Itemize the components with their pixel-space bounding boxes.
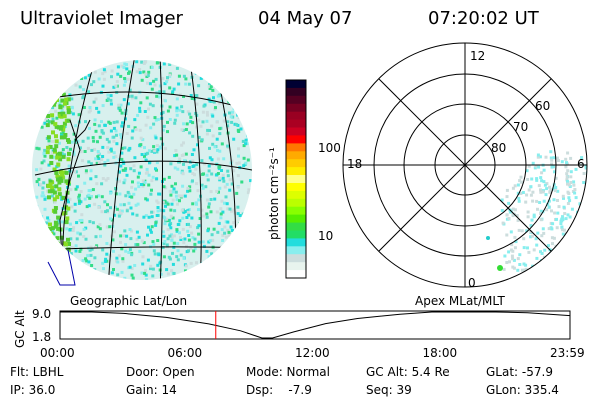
- mlt-18-label: 18: [347, 157, 362, 171]
- colorbar-swatch: [286, 175, 306, 184]
- colorbar-swatch: [286, 151, 306, 160]
- geographic-image: [32, 60, 252, 286]
- colorbar-swatch: [286, 183, 306, 192]
- mlt-6-label: 6: [577, 157, 585, 171]
- filter-label: Flt: LBHL: [10, 365, 64, 379]
- colorbar-swatch: [286, 238, 306, 247]
- colorbar-swatch: [286, 190, 306, 200]
- ring-80-label: 80: [491, 141, 506, 155]
- dsp-label: Dsp: -7.9: [246, 383, 312, 397]
- y-tick-1.8: 1.8: [32, 330, 51, 344]
- colorbar-swatch: [286, 111, 306, 121]
- x-tick-label: 23:59: [550, 346, 585, 360]
- colorbar-swatch: [286, 143, 306, 152]
- colorbar-swatch: [286, 167, 306, 176]
- time-label: 07:20:02 UT: [428, 8, 539, 29]
- altitude-plot: GC Alt 9.0 1.8 00:00 06:00 12:00 18:00 23:59: [13, 307, 585, 360]
- colorbar-swatch: [286, 119, 306, 128]
- y-tick-9: 9.0: [32, 307, 51, 321]
- colorbar-swatch: [286, 262, 306, 271]
- colorbar-swatch: [286, 103, 306, 113]
- x-tick-label: 12:00: [295, 346, 330, 360]
- colorbar-swatch: [286, 246, 306, 255]
- gc-alt-label: GC Alt: 5.4 Re: [366, 365, 450, 379]
- mlt-12-label: 12: [470, 49, 485, 63]
- gain-label: Gain: 14: [126, 383, 177, 397]
- polar-mlt-plot: 12 18 6 0 60 70 80: [342, 42, 588, 290]
- right-panel-caption: Apex MLat/MLT: [415, 294, 505, 308]
- x-tick-label: 06:00: [168, 346, 203, 360]
- colorbar-swatch: [286, 206, 306, 216]
- x-tick-label: 18:00: [423, 346, 458, 360]
- glon-label: GLon: 335.4: [486, 383, 559, 397]
- mlt-0-label: 0: [468, 276, 476, 290]
- colorbar-swatch: [286, 159, 306, 168]
- colorbar-swatch: [286, 198, 306, 208]
- x-tick-label: 00:00: [40, 346, 75, 360]
- colorbar-swatch: [286, 87, 306, 97]
- door-label: Door: Open: [126, 365, 195, 379]
- left-panel-caption: Geographic Lat/Lon: [70, 294, 187, 308]
- colorbar-label: photon cm⁻²s⁻¹: [267, 147, 281, 240]
- colorbar-swatch: [286, 230, 306, 239]
- colorbar: [285, 79, 307, 279]
- y-axis-label: GC Alt: [13, 310, 27, 348]
- colorbar-swatch: [286, 135, 306, 144]
- colorbar-swatch: [286, 95, 306, 105]
- colorbar-swatch: [286, 222, 306, 231]
- colorbar-tick-10: 10: [318, 229, 333, 243]
- colorbar-swatch: [286, 270, 306, 279]
- ring-70-label: 70: [513, 120, 528, 134]
- glat-label: GLat: -57.9: [486, 365, 553, 379]
- colorbar-swatch: [286, 214, 306, 223]
- date-label: 04 May 07: [258, 8, 353, 29]
- seq-label: Seq: 39: [366, 383, 412, 397]
- instrument-title: Ultraviolet Imager: [20, 8, 183, 29]
- colorbar-swatch: [286, 80, 306, 89]
- mode-label: Mode: Normal: [246, 365, 330, 379]
- colorbar-tick-100: 100: [318, 141, 341, 155]
- altitude-line: [60, 311, 571, 339]
- colorbar-swatch: [286, 254, 306, 263]
- ip-label: IP: 36.0: [10, 383, 56, 397]
- colorbar-swatch: [286, 127, 306, 136]
- ring-60-label: 60: [535, 99, 550, 113]
